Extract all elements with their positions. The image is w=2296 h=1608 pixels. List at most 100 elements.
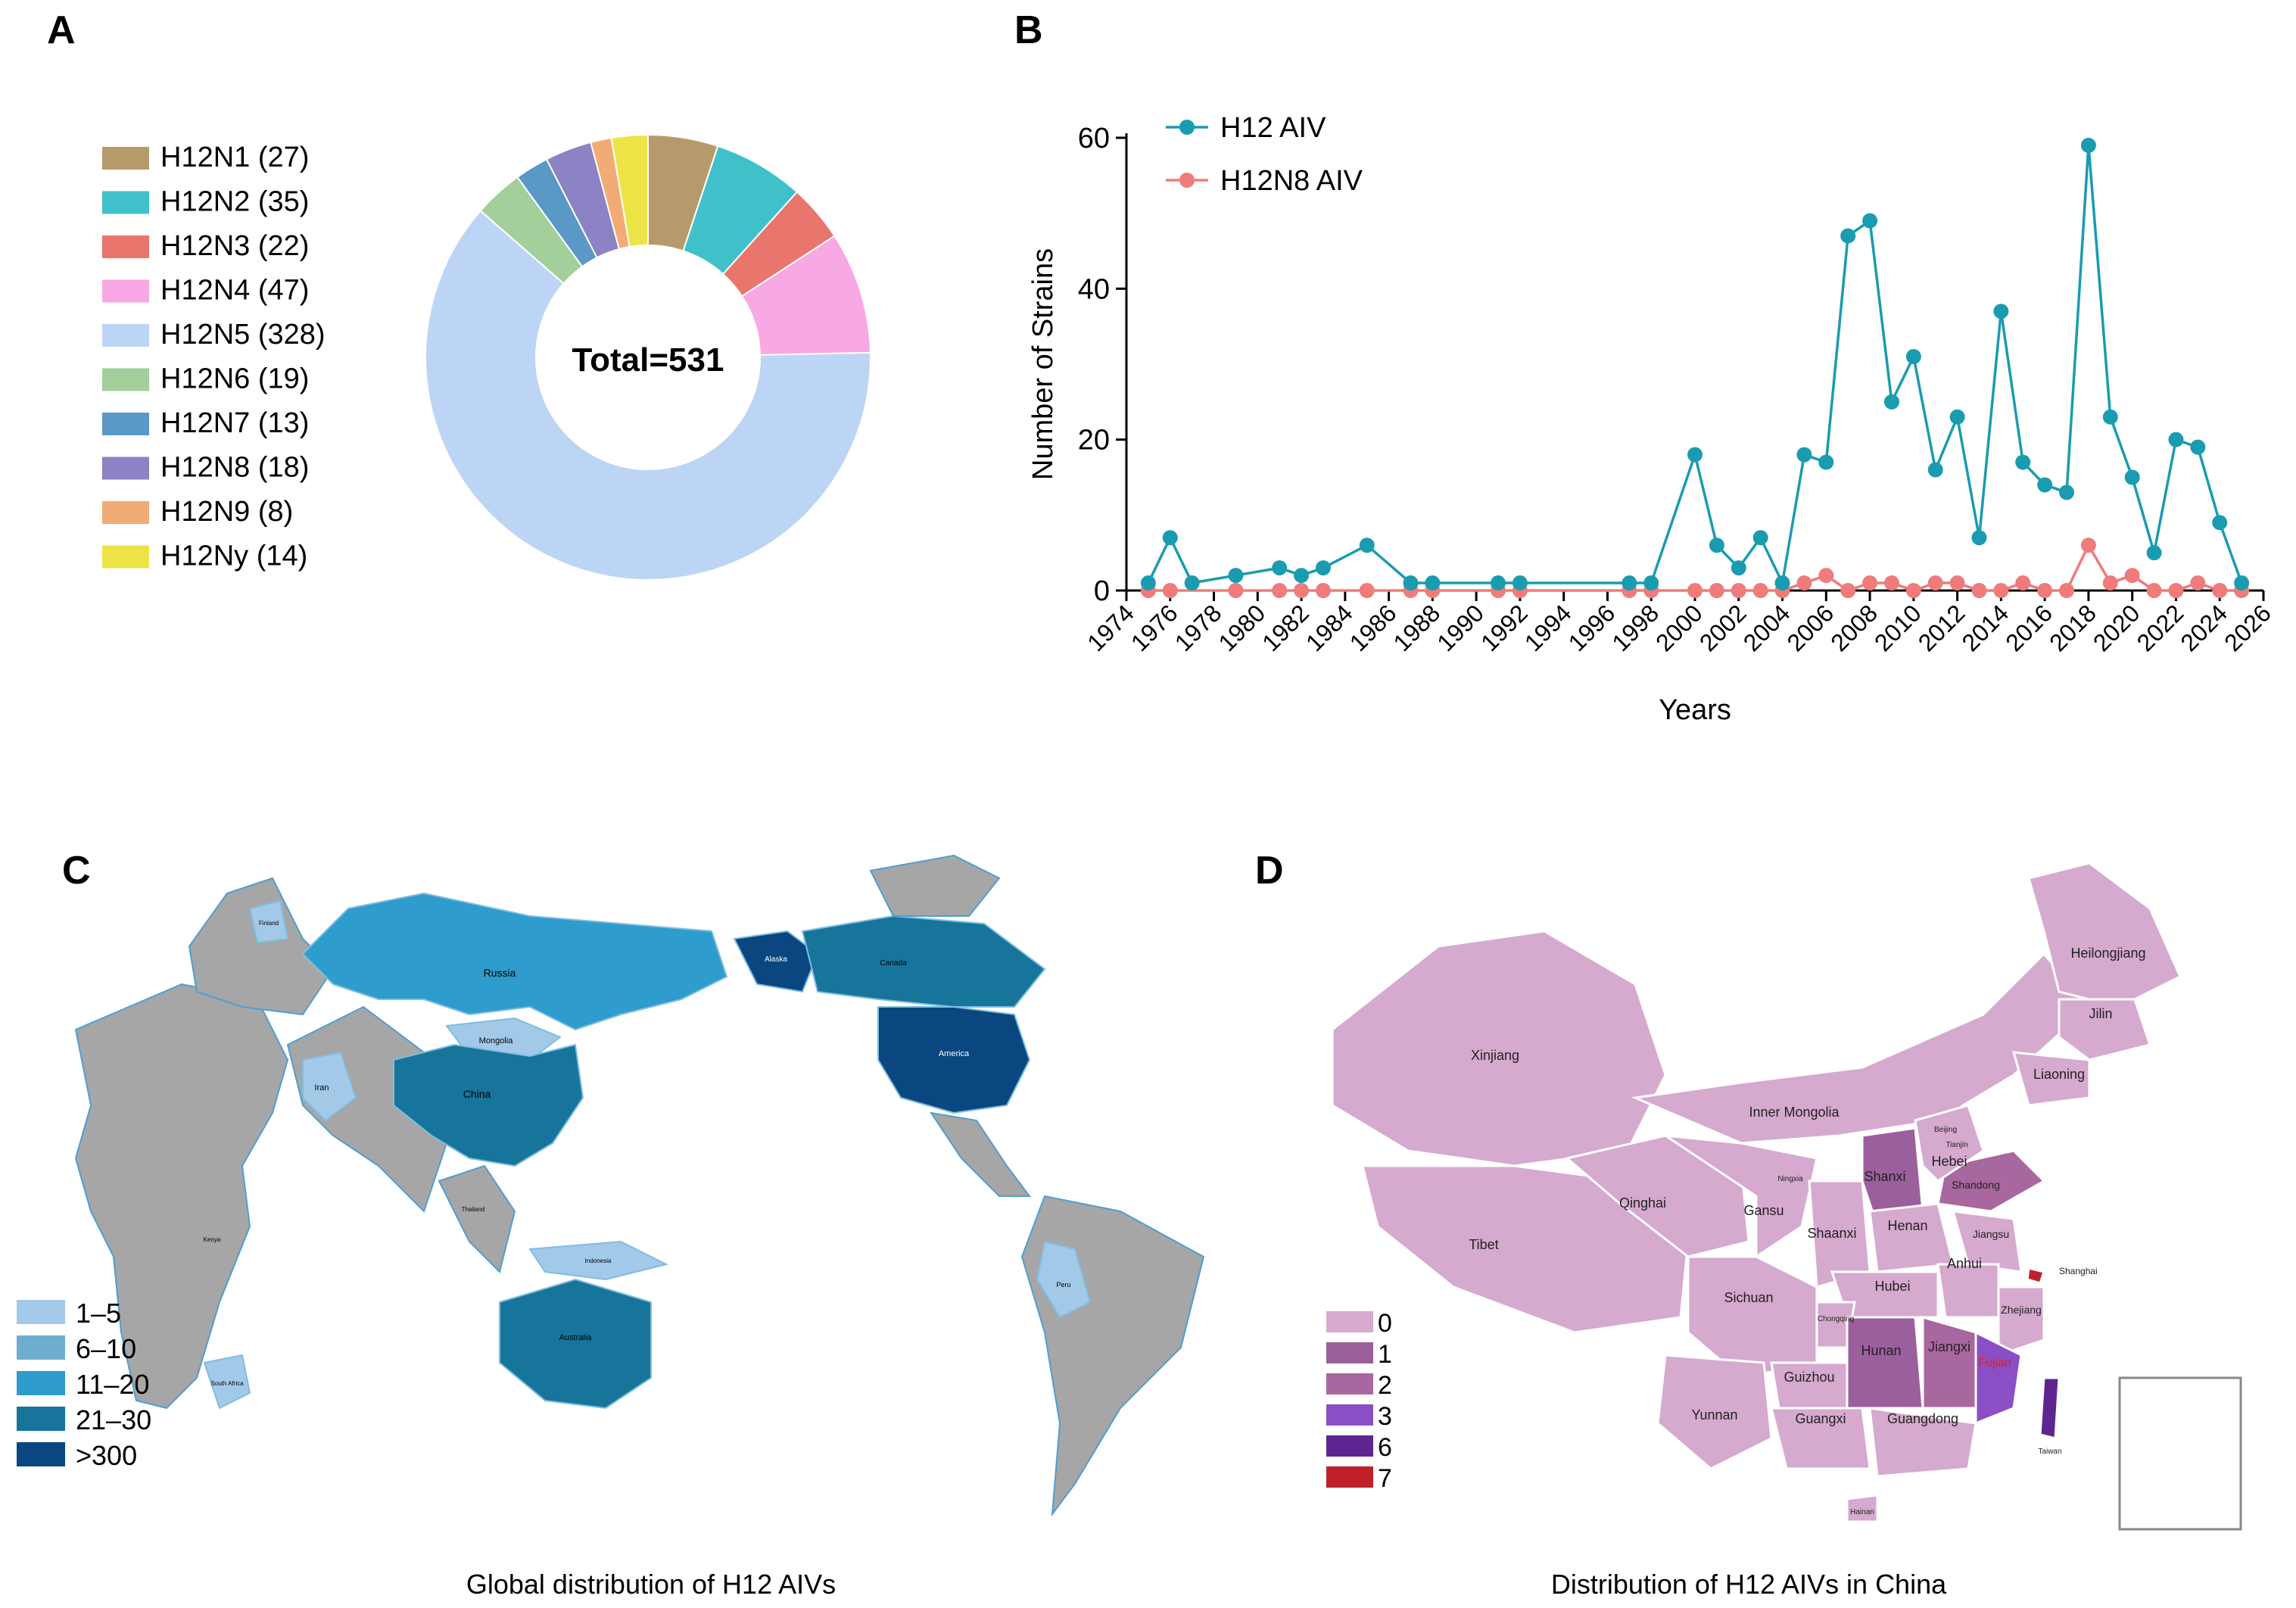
- legend-swatch-h12n5: [102, 324, 149, 347]
- legend-label-h12n1: H12N1 (27): [160, 142, 309, 173]
- map-label-canada: Canada: [880, 959, 906, 968]
- x-tick-label: 2024: [2175, 599, 2232, 656]
- province-qinghai[interactable]: [1564, 1134, 1750, 1258]
- map-china[interactable]: [393, 1043, 584, 1167]
- province-label-fujian: Fujian: [1978, 1357, 2011, 1370]
- map-america[interactable]: [877, 1006, 1031, 1114]
- province-hunan[interactable]: [1846, 1316, 1924, 1410]
- legend-label-h12ny: H12Ny (14): [160, 541, 307, 572]
- province-chongqing[interactable]: [1815, 1301, 1856, 1349]
- map-indonesia[interactable]: [528, 1240, 668, 1281]
- data-point-h12: [2190, 439, 2206, 455]
- province-hubei[interactable]: [1830, 1270, 1939, 1319]
- province-label-shanxi: Shanxi: [1864, 1169, 1905, 1184]
- data-point-h12: [2059, 485, 2075, 500]
- province-tibet[interactable]: [1361, 1164, 1690, 1334]
- map-finland[interactable]: [248, 899, 289, 944]
- data-point-h12n8: [1140, 583, 1156, 598]
- province-jiangsu[interactable]: [1951, 1210, 2023, 1273]
- province-shandong[interactable]: [1936, 1149, 2046, 1213]
- x-tick-label: 2002: [1694, 599, 1752, 656]
- province-fujian[interactable]: [1974, 1330, 2023, 1426]
- province-label-xinjiang: Xinjiang: [1471, 1048, 1519, 1063]
- data-point-h12n8: [2234, 583, 2250, 598]
- data-point-h12n8: [1774, 583, 1790, 598]
- province-taiwan[interactable]: [2039, 1376, 2061, 1440]
- province-liaoning[interactable]: [2011, 1051, 2091, 1107]
- province-hebei[interactable]: [1914, 1104, 1985, 1183]
- province-hainan[interactable]: [1846, 1494, 1879, 1523]
- province-sichuan[interactable]: [1687, 1255, 1818, 1379]
- x-tick-label: 1990: [1431, 599, 1489, 656]
- panel-label-d: D: [1255, 849, 1284, 893]
- province-zhejiang[interactable]: [1997, 1285, 2045, 1357]
- map-alaska[interactable]: [733, 930, 819, 993]
- province-inner-mongolia[interactable]: [1631, 952, 2092, 1145]
- data-point-h12n8: [2102, 575, 2118, 591]
- legend-swatch-range: [17, 1300, 65, 1324]
- map-central-america: [929, 1111, 1031, 1197]
- province-guangdong[interactable]: [1868, 1407, 1977, 1478]
- province-guizhou[interactable]: [1770, 1361, 1849, 1410]
- data-point-h12: [1818, 454, 1834, 470]
- data-point-h12n8: [2059, 583, 2075, 598]
- province-guangxi[interactable]: [1770, 1407, 1871, 1470]
- province-anhui[interactable]: [1936, 1263, 2000, 1319]
- province-label-jiangxi: Jiangxi: [1928, 1339, 1970, 1354]
- map-label-alaska: Alaska: [765, 955, 787, 964]
- province-label-shanghai: Shanghai: [2059, 1266, 2098, 1276]
- province-shanxi[interactable]: [1861, 1127, 1924, 1228]
- x-tick-label: 2004: [1738, 599, 1796, 656]
- legend-swatch-h12n3: [102, 235, 149, 258]
- data-point-h12: [1905, 349, 1921, 365]
- data-point-h12n8: [1731, 583, 1746, 598]
- south-china-sea-inset: [2118, 1376, 2242, 1531]
- province-label-hebei: Hebei: [1931, 1154, 1967, 1169]
- province-heilongjiang[interactable]: [2027, 862, 2182, 1008]
- data-point-h12: [1359, 538, 1375, 553]
- x-axis-label: Years: [1659, 694, 1731, 726]
- map-mongolia[interactable]: [445, 1017, 562, 1061]
- legend-swatch-count: [1326, 1466, 1373, 1488]
- province-label-gansu: Gansu: [1743, 1203, 1784, 1218]
- map-canada[interactable]: [801, 915, 1046, 1008]
- legend-label-h12n8: H12N8 (18): [160, 452, 309, 484]
- donut-center-label: Total=531: [572, 341, 724, 379]
- map-peru[interactable]: [1036, 1240, 1092, 1319]
- province-gansu[interactable]: [1665, 1134, 1818, 1259]
- province-shanghai[interactable]: [2026, 1267, 2045, 1285]
- x-tick-label: 2000: [1650, 599, 1708, 656]
- province-label-henan: Henan: [1887, 1218, 1927, 1233]
- province-xinjiang[interactable]: [1331, 930, 1667, 1167]
- map-russia[interactable]: [301, 892, 728, 1031]
- data-point-h12: [2124, 469, 2140, 485]
- legend-label-count: 3: [1378, 1402, 1392, 1431]
- legend-marker-h12: [1179, 120, 1195, 135]
- x-tick-label: 1976: [1126, 599, 1183, 656]
- data-point-h12n8: [2212, 583, 2228, 598]
- map-australia[interactable]: [499, 1278, 652, 1410]
- province-yunnan[interactable]: [1656, 1354, 1773, 1470]
- data-point-h12: [1709, 538, 1724, 553]
- data-point-h12: [1840, 228, 1856, 244]
- data-point-h12: [2015, 454, 2031, 470]
- province-shaanxi[interactable]: [1808, 1180, 1871, 1289]
- china-map-caption: Distribution of H12 AIVs in China: [1550, 1569, 1947, 1600]
- province-jiangxi[interactable]: [1921, 1316, 1985, 1410]
- map-iran[interactable]: [302, 1051, 357, 1122]
- data-point-h12: [1228, 568, 1244, 584]
- data-point-h12n8: [1905, 583, 1921, 598]
- map-label-australia: Australia: [559, 1333, 593, 1342]
- x-tick-label: 2008: [1825, 599, 1883, 656]
- province-jilin[interactable]: [2058, 998, 2151, 1061]
- province-label-hubei: Hubei: [1874, 1279, 1910, 1294]
- data-point-h12: [1796, 447, 1812, 463]
- province-label-shandong: Shandong: [1952, 1179, 2000, 1191]
- donut-slice-h12n5: [425, 209, 871, 581]
- data-point-h12n8: [2080, 538, 2096, 553]
- legend-swatch-range: [17, 1407, 65, 1431]
- map-south-africa[interactable]: [203, 1354, 251, 1410]
- data-point-h12n8: [1971, 583, 1987, 598]
- province-henan[interactable]: [1868, 1202, 1955, 1273]
- map-label-indonesia: Indonesia: [585, 1257, 612, 1264]
